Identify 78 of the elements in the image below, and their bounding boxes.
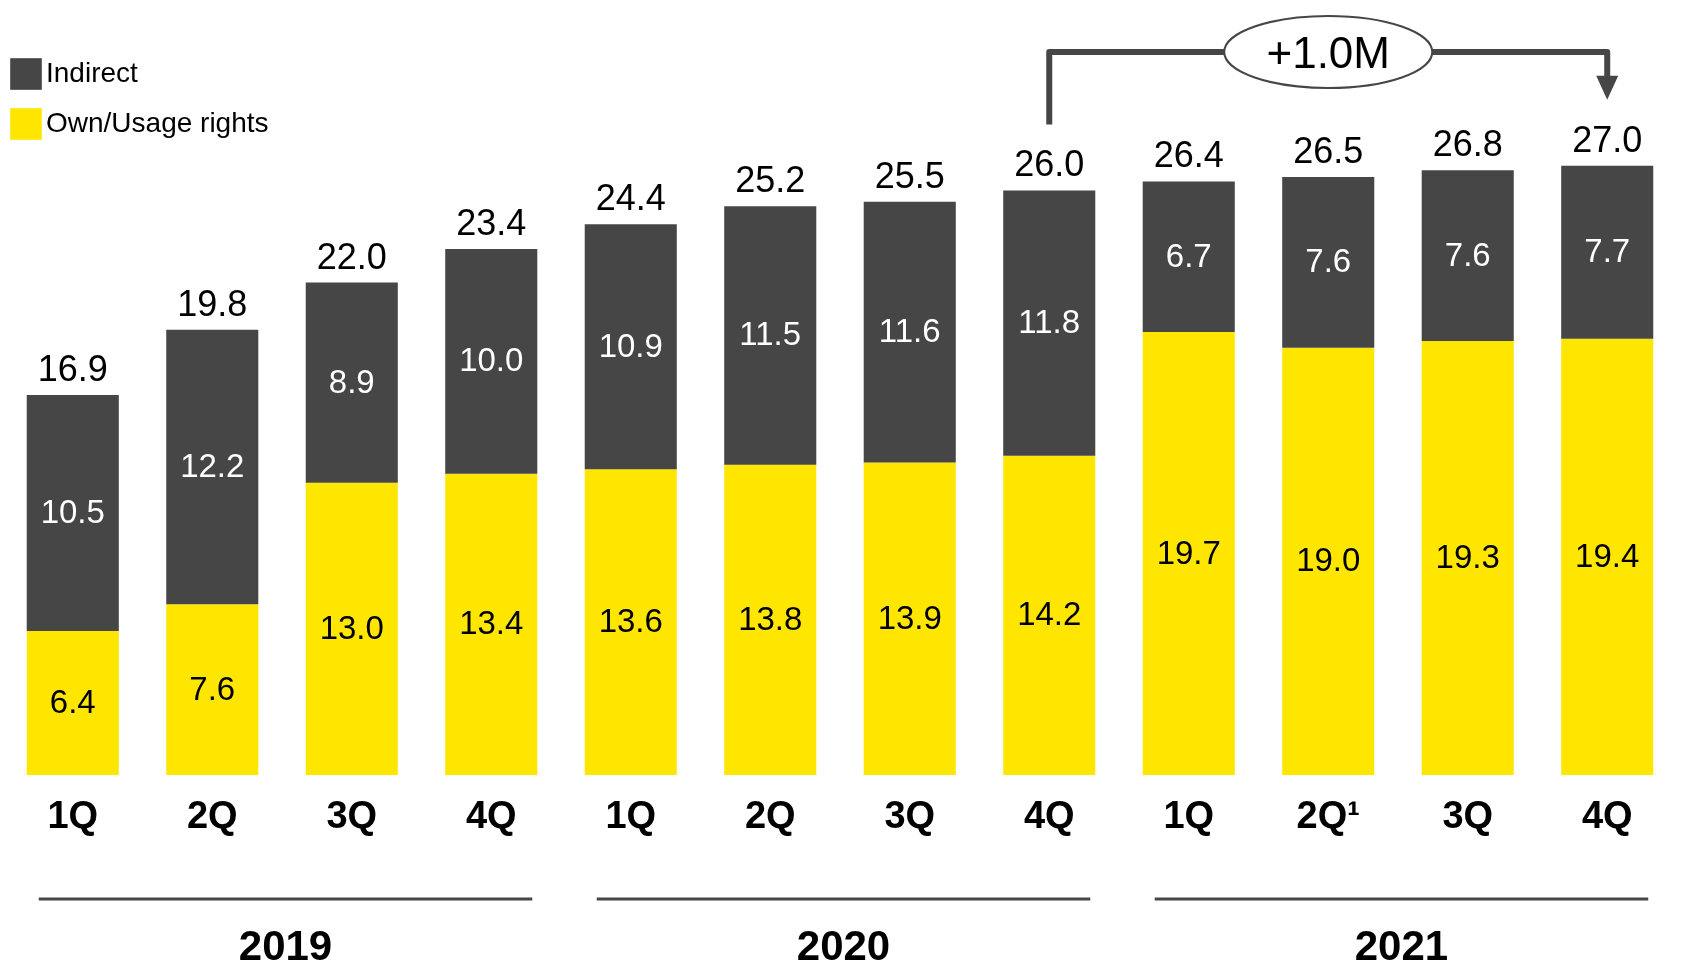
bar	[724, 206, 817, 465]
x-tick-label: 3Q	[326, 793, 378, 836]
total-label: 22.0	[316, 235, 387, 277]
text: 2019	[238, 921, 333, 967]
bar	[1561, 338, 1654, 775]
x-tick-label: 2Q¹	[1296, 793, 1360, 836]
total-label: 16.9	[37, 348, 108, 390]
x-tick-label: 4Q	[1023, 793, 1075, 836]
data-label: 13.6	[598, 602, 663, 640]
bar	[1003, 455, 1096, 775]
data-label: 7.6	[1444, 235, 1491, 273]
legend-label: Indirect	[46, 57, 139, 88]
total-label: 26.8	[1432, 123, 1503, 165]
bar	[863, 462, 956, 775]
bar	[1142, 181, 1235, 333]
bar	[1561, 165, 1654, 339]
x-tick-label: 3Q	[1442, 793, 1494, 836]
x-tick-label: 4Q	[1581, 793, 1633, 836]
bar	[1421, 170, 1514, 342]
data-label: 8.9	[328, 362, 375, 400]
bar	[305, 282, 398, 483]
data-label: 7.6	[189, 669, 236, 707]
data-label: 10.5	[40, 493, 105, 531]
bar	[26, 395, 119, 632]
data-label: 10.9	[598, 326, 663, 364]
bar	[1003, 190, 1096, 456]
total-label: 25.5	[874, 154, 945, 196]
bar	[1142, 332, 1235, 775]
legend-label: Own/Usage rights	[46, 107, 269, 138]
total-label: 26.4	[1153, 134, 1224, 176]
bar	[1282, 176, 1375, 348]
x-tick-label: 4Q	[465, 793, 517, 836]
bar	[166, 329, 259, 605]
bar	[305, 482, 398, 775]
total-label: 23.4	[456, 201, 527, 243]
bar	[863, 201, 956, 463]
data-label: 12.2	[180, 446, 245, 484]
data-label: 19.0	[1296, 541, 1361, 579]
x-tick-label: 2Q	[186, 793, 238, 836]
data-label: 13.0	[319, 608, 384, 646]
x-tick-label: 1Q	[1163, 793, 1215, 836]
data-label: 13.4	[459, 604, 524, 642]
bar	[1282, 347, 1375, 775]
data-label: 13.9	[877, 598, 942, 636]
total-label: 27.0	[1572, 118, 1643, 160]
total-label: 26.5	[1293, 129, 1364, 171]
bar	[584, 469, 677, 775]
bar	[1421, 341, 1514, 775]
text: +1.0M	[1266, 27, 1390, 77]
text: 2021	[1354, 921, 1449, 967]
bar	[724, 464, 817, 775]
bar	[445, 248, 538, 474]
data-label: 6.4	[49, 683, 96, 721]
data-label: 13.8	[738, 599, 803, 637]
total-label: 19.8	[177, 282, 248, 324]
text: 2020	[796, 921, 891, 967]
bar	[445, 473, 538, 775]
x-tick-label: 1Q	[605, 793, 657, 836]
bar	[26, 631, 119, 775]
total-label: 25.2	[735, 159, 806, 201]
total-label: 26.0	[1014, 143, 1085, 185]
data-label: 19.3	[1435, 538, 1500, 576]
x-tick-label: 1Q	[47, 793, 99, 836]
x-tick-label: 2Q	[744, 793, 796, 836]
data-label: 11.5	[739, 315, 802, 353]
data-label: 19.7	[1156, 533, 1221, 571]
data-label: 10.0	[459, 341, 524, 379]
data-label: 7.6	[1305, 242, 1352, 280]
x-tick-label: 3Q	[884, 793, 936, 836]
data-label: 11.8	[1018, 303, 1081, 341]
data-label: 7.7	[1584, 232, 1631, 270]
data-label: 6.7	[1165, 236, 1212, 274]
total-label: 24.4	[595, 177, 666, 219]
bar	[166, 604, 259, 775]
data-label: 11.6	[878, 312, 941, 350]
data-label: 14.2	[1017, 595, 1082, 633]
data-label: 19.4	[1575, 536, 1640, 574]
bar	[584, 224, 677, 470]
